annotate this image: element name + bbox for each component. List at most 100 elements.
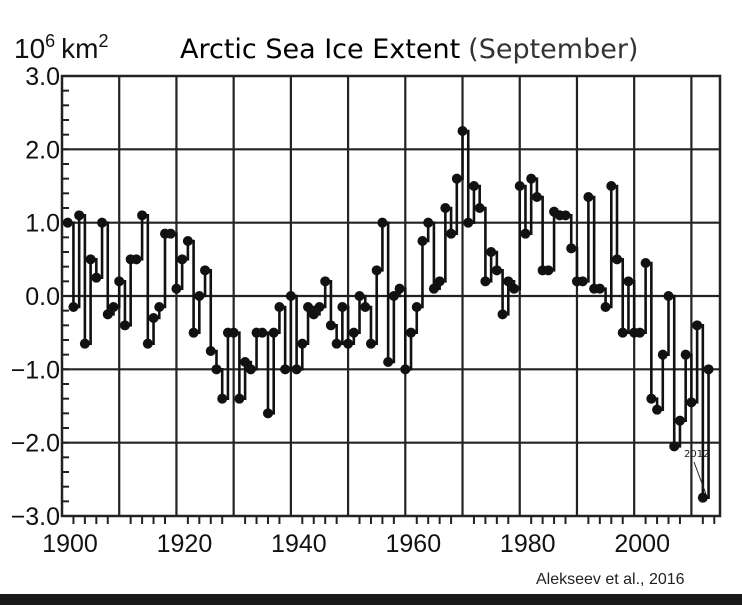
data-point [274,302,285,312]
y-tick-label: 0.0 [25,283,60,311]
data-point [543,265,554,276]
chart-title: Arctic Sea Ice Extent (September) [180,34,638,65]
series-line [67,129,710,499]
annotation-leader [693,461,707,494]
data-point [417,236,428,246]
data-point [451,173,462,184]
data-point [79,338,90,349]
y-tick-label: −3.0 [11,503,60,531]
data-point [406,327,417,338]
data-point [474,203,485,213]
chart-header: 106 km2 Arctic Sea Ice Extent (September) [14,31,638,65]
data-point [114,276,125,287]
y-tick-label: −2.0 [11,430,60,458]
data-point [142,338,153,349]
data-point [560,210,571,221]
x-tick-label: 1980 [500,530,556,558]
data-point [331,338,342,349]
data-point [514,181,525,191]
y-tick-label: 1.0 [25,210,60,238]
data-point [205,346,216,356]
data-point [491,265,502,276]
data-point [577,276,588,287]
data-point [509,283,520,294]
data-point [320,276,331,287]
data-point [463,217,474,228]
data-point [245,364,256,375]
data-point [612,254,623,265]
data-point [268,327,279,338]
data-point [337,302,348,312]
data-point [308,309,319,320]
data-point [428,283,439,294]
data-point [652,404,663,415]
data-point [663,291,674,301]
data-point [217,393,228,404]
data-point [468,181,479,191]
data-point [165,228,176,239]
x-tick-label: 2000 [614,530,670,558]
data-point [97,217,108,228]
x-tick-label: 1940 [271,530,327,558]
data-point [194,291,205,301]
data-point [188,327,199,338]
data-point [365,338,376,349]
y-axis-ticks: 3.0 2.0 1.0 0.0 −1.0 −2.0 −3.0 [11,63,69,531]
data-point [503,276,514,287]
data-point [297,338,308,349]
bottom-bar [0,594,742,605]
data-point [388,291,399,301]
data-point [234,393,245,404]
x-tick-label: 1960 [385,530,441,558]
data-point [360,302,371,312]
data-point [108,302,119,312]
data-point [703,364,714,375]
data-point [257,327,268,338]
annotation-label: 2012 [684,449,709,460]
data-point [119,320,130,331]
annotation-2012: 2012 [684,449,709,494]
data-point [531,192,542,202]
data-point [62,217,73,228]
data-point [583,192,594,202]
data-point [634,327,645,338]
data-point [411,302,422,312]
data-point [446,228,457,239]
data-point [285,291,296,301]
data-point [348,327,359,338]
data-point [520,228,531,239]
data-point [314,302,325,312]
data-point [280,364,291,375]
data-point [669,441,680,452]
data-point [377,217,388,228]
data-point [291,364,302,375]
x-axis-ticks: 1900 1920 1940 1960 1980 2000 [42,516,716,558]
x-tick-label: 1920 [157,530,213,558]
data-point [674,415,685,426]
data-point [646,393,657,404]
data-point [177,254,188,265]
data-point [394,283,405,294]
data-point [423,217,434,228]
data-point [68,302,79,312]
data-point [171,283,182,294]
data-point [240,357,251,367]
data-point [182,236,193,246]
y-unit-label: 106 km2 [14,31,109,64]
x-tick-label: 1900 [42,530,98,558]
data-point [228,327,239,338]
data-point [137,210,148,221]
data-point [457,126,468,136]
data-point [211,364,222,375]
credit: Alekseev et al., 2016 [536,571,685,588]
data-point [262,408,273,419]
y-tick-label: −1.0 [11,356,60,384]
data-point [440,203,451,213]
data-point [594,283,605,294]
data-point [343,338,354,349]
data-point [526,173,537,184]
grid [60,74,722,518]
data-point [354,291,365,301]
data-point [74,210,85,221]
